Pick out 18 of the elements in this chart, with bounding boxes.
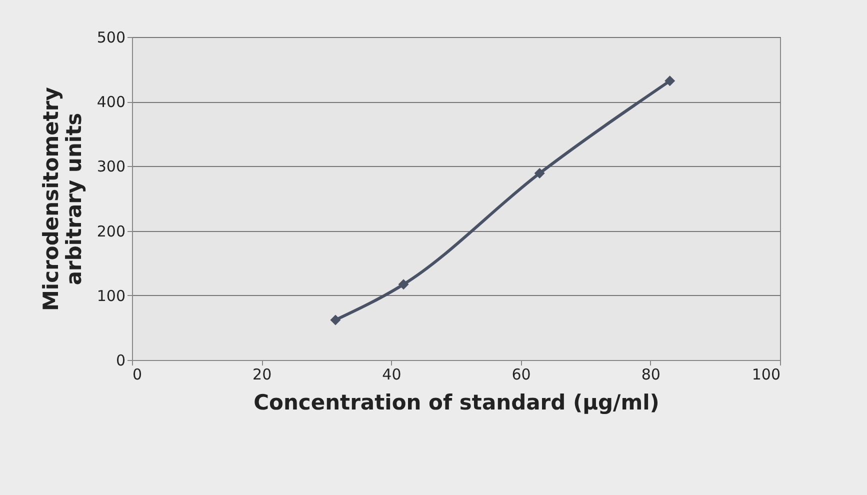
y-tick-label: 0 — [116, 352, 126, 370]
y-axis-title: Microdensitometry arbitrary units — [38, 86, 86, 311]
point — [664, 76, 676, 86]
y-tick-label: 400 — [96, 93, 126, 112]
x-tick-label: 0 — [132, 366, 142, 384]
y-tick-label: 100 — [96, 286, 126, 305]
point — [330, 314, 341, 326]
x-tick-label: 60 — [512, 366, 531, 384]
x-tick-label: 20 — [252, 366, 272, 384]
y-tick-label: 500 — [96, 28, 126, 46]
x-axis-title: Concentration of standard (µg/ml) — [254, 390, 660, 414]
point — [398, 279, 409, 290]
point — [534, 168, 545, 179]
y-tick-label: 200 — [96, 222, 126, 240]
x-tick-label: 100 — [752, 366, 780, 384]
y-tick-label: 300 — [96, 158, 126, 176]
x-tick-label: 80 — [641, 366, 660, 384]
x-tick-label: 40 — [382, 366, 402, 384]
